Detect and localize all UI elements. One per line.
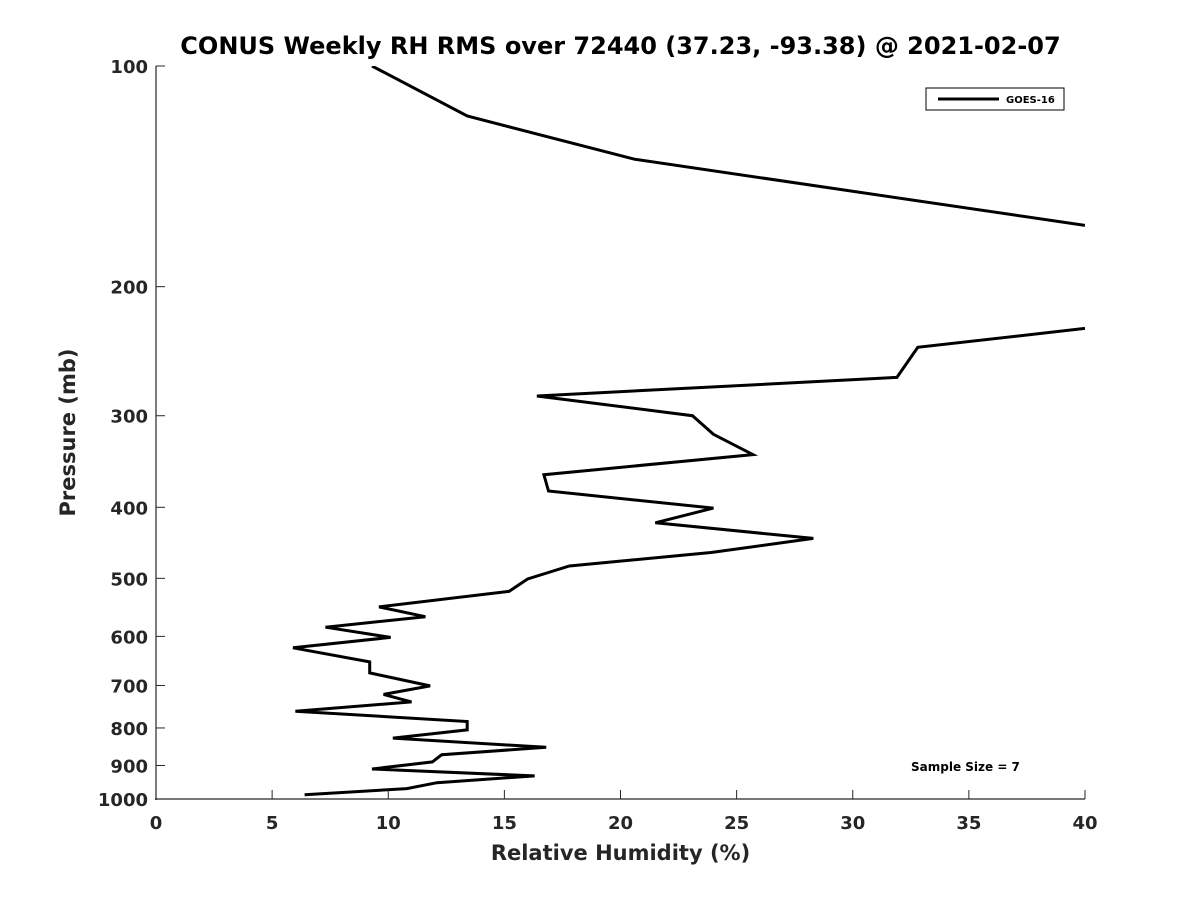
x-tick-label: 20 bbox=[608, 813, 633, 834]
x-tick-label: 40 bbox=[1072, 813, 1097, 834]
plot-area bbox=[292, 66, 1085, 797]
y-tick-label: 400 bbox=[110, 498, 148, 519]
legend-label: GOES-16 bbox=[1006, 95, 1055, 106]
x-tick-label: 10 bbox=[376, 813, 401, 834]
y-tick-label: 900 bbox=[110, 756, 148, 777]
x-tick-label: 35 bbox=[956, 813, 981, 834]
axes: 0 5 10 15 20 25 30 35 40 100 200 300 400 500 600 700 800… bbox=[98, 57, 1098, 834]
y-tick-label: 800 bbox=[110, 719, 148, 740]
x-tick-label: 15 bbox=[492, 813, 517, 834]
x-tick-label: 30 bbox=[840, 813, 865, 834]
x-axis-label: Relative Humidity (%) bbox=[491, 841, 750, 865]
y-tick-label: 700 bbox=[110, 676, 148, 697]
y-tick-label: 600 bbox=[110, 627, 148, 648]
sample-size-annotation: Sample Size = 7 bbox=[911, 760, 1020, 774]
x-tick-label: 25 bbox=[724, 813, 749, 834]
series-0-segment-1 bbox=[292, 326, 1085, 797]
y-tick-label: 1000 bbox=[98, 790, 148, 811]
y-tick-label: 100 bbox=[110, 57, 148, 78]
legend: GOES-16 bbox=[925, 87, 1065, 111]
y-tick-label: 300 bbox=[110, 407, 148, 428]
y-tick-label: 200 bbox=[110, 278, 148, 299]
y-axis-label: Pressure (mb) bbox=[56, 349, 80, 517]
y-tick-label: 500 bbox=[110, 569, 148, 590]
x-tick-label: 5 bbox=[266, 813, 279, 834]
chart-title: CONUS Weekly RH RMS over 72440 (37.23, -… bbox=[180, 32, 1060, 60]
series-0-segment-0 bbox=[371, 66, 1085, 227]
x-tick-label: 0 bbox=[150, 813, 163, 834]
